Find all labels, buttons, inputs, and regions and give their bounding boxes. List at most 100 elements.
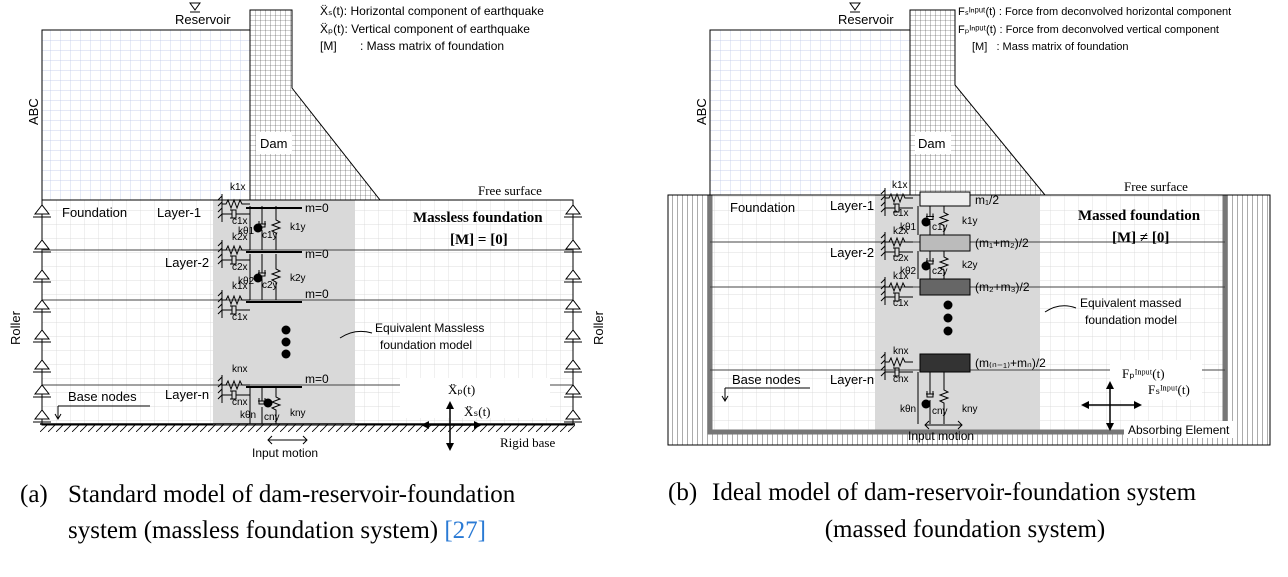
- layer-label: Layer-n: [830, 372, 874, 387]
- reservoir-label: Reservoir: [838, 12, 894, 27]
- dam-label: Dam: [918, 136, 945, 151]
- page: Dam-reservoir-foundation models { "panel…: [0, 0, 1288, 577]
- mass-label: (m₍ₙ₋₁₎+mₙ)/2: [975, 356, 1046, 370]
- mass-block: [920, 235, 970, 251]
- spring-label: c2x: [893, 253, 909, 264]
- input-arrow: [268, 436, 307, 444]
- legend: Ẍₛ(t): Horizontal component of earthquak…: [320, 4, 544, 18]
- arrow-head: [446, 443, 454, 451]
- rotational-spring: [282, 338, 291, 347]
- body: Ẍₛ(t): Horizontal component of earthquak…: [0, 0, 1288, 577]
- mass-label: m=0: [305, 287, 329, 301]
- base-nodes-label: Base nodes: [732, 372, 801, 387]
- rotational-spring: [944, 327, 953, 336]
- mass-block: [920, 279, 970, 295]
- panel-a: Ẍₛ(t): Horizontal component of earthquak…: [8, 3, 606, 544]
- spring-label: k1x: [892, 180, 908, 191]
- rotational-spring: [282, 350, 291, 359]
- rotational-spring: [922, 262, 931, 271]
- spring-label: cnx: [893, 374, 909, 385]
- legend: Fₛᴵⁿᵖᵘᵗ(t) : Force from deconvolved hori…: [958, 6, 1231, 18]
- reservoir-area: [710, 30, 910, 195]
- spring-label: k1x: [230, 182, 246, 193]
- mass-label: (m₂+m₃)/2: [975, 280, 1030, 294]
- spring-label: c2x: [232, 262, 248, 273]
- foundation-label: Foundation: [730, 200, 795, 215]
- spring-label: c2y: [932, 266, 948, 277]
- legend: [M] : Mass matrix of foundation: [972, 41, 1129, 53]
- input-motion-label: Input motion: [908, 429, 974, 443]
- panel-b: Fₛᴵⁿᵖᵘᵗ(t) : Force from deconvolved hori…: [668, 3, 1270, 543]
- mass-block: [920, 354, 970, 372]
- foundation-label: Foundation: [62, 205, 127, 220]
- free-surface-label: Free surface: [1124, 179, 1188, 194]
- spring-label: c1x: [232, 312, 248, 323]
- roller-label: Roller: [8, 310, 23, 345]
- spring-label: k2y: [962, 260, 978, 271]
- model-title: Massless foundation: [413, 210, 543, 226]
- mass-matrix: [M] = [0]: [450, 232, 508, 248]
- spring-label: kθn: [240, 410, 256, 421]
- absorbing-label: Absorbing Element: [1128, 423, 1230, 437]
- spring-label: cnx: [232, 397, 248, 408]
- figure: Ẍₛ(t): Horizontal component of earthquak…: [0, 0, 1288, 577]
- motion-label: Ẍₛ(t): [464, 404, 491, 419]
- spring-label: k1y: [962, 216, 978, 227]
- spring-label: kθ2: [238, 276, 255, 287]
- spring-label: c1y: [262, 230, 278, 241]
- motion-label: Ẍₚ(t): [448, 382, 475, 397]
- reference: [27]: [444, 517, 486, 544]
- caption: Ideal model of dam-reservoir-foundation …: [712, 479, 1197, 506]
- layer-label: Layer-1: [830, 198, 874, 213]
- caption-label: (b): [668, 479, 697, 506]
- mass-label: m=0: [305, 247, 329, 261]
- caption: system (massless foundation system): [68, 517, 438, 544]
- model-note: foundation model: [1085, 313, 1177, 327]
- free-surface-label: Free surface: [478, 183, 542, 198]
- spring-label: kθn: [900, 404, 916, 415]
- dam: [910, 10, 1045, 195]
- input-motion-label: Input motion: [252, 446, 318, 460]
- mass-block: [920, 192, 970, 206]
- water-level: [850, 3, 860, 10]
- caption-label: (a): [20, 481, 48, 508]
- rotational-spring: [922, 218, 931, 227]
- layer-label: Layer-n: [165, 387, 209, 402]
- layer-label: Layer-1: [157, 205, 201, 220]
- dam-label: Dam: [260, 136, 287, 151]
- model-title: Massed foundation: [1078, 208, 1201, 224]
- abc-label: ABC: [694, 98, 709, 125]
- spring-label: c1y: [932, 222, 948, 233]
- mass-label: m₁/2: [975, 193, 999, 207]
- spring-label: kny: [962, 404, 978, 415]
- spring-label: kθ1: [900, 222, 917, 233]
- spring-label: c1x: [893, 298, 909, 309]
- spring-label: kny: [290, 408, 306, 419]
- spring-label: knx: [893, 346, 909, 357]
- rigid-base-label: Rigid base: [500, 435, 555, 450]
- rotational-spring: [944, 301, 953, 310]
- layer-label: Layer-2: [830, 245, 874, 260]
- rotational-spring: [922, 400, 931, 409]
- spring-label: kθ1: [238, 226, 255, 237]
- spring-label: cny: [932, 406, 948, 417]
- mass-label: m=0: [305, 372, 329, 386]
- roller-label: Roller: [591, 310, 606, 345]
- reservoir-label: Reservoir: [175, 12, 231, 27]
- mass-matrix: [M] ≠ [0]: [1112, 230, 1169, 246]
- layer-label: Layer-2: [165, 255, 209, 270]
- mass-label: m=0: [305, 201, 329, 215]
- force-label: Fₚᴵⁿᵖᵘᵗ(t): [1122, 366, 1165, 381]
- model-note: Equivalent massed: [1080, 296, 1181, 310]
- caption: Standard model of dam-reservoir-foundati…: [68, 481, 516, 508]
- spring-label: c1x: [893, 208, 909, 219]
- spring-label: k1y: [290, 222, 306, 233]
- spring-label: kθ2: [900, 266, 917, 277]
- legend: Fₚᴵⁿᵖᵘᵗ(t) : Force from deconvolved vert…: [958, 24, 1219, 36]
- mass-label: (m₁+m₂)/2: [975, 236, 1029, 250]
- legend: [M] : Mass matrix of foundation: [320, 39, 504, 53]
- model-note: foundation model: [380, 338, 472, 352]
- caption: (massed foundation system): [825, 516, 1106, 543]
- rigid-base-hatch: [40, 424, 575, 432]
- rotational-spring: [264, 399, 273, 408]
